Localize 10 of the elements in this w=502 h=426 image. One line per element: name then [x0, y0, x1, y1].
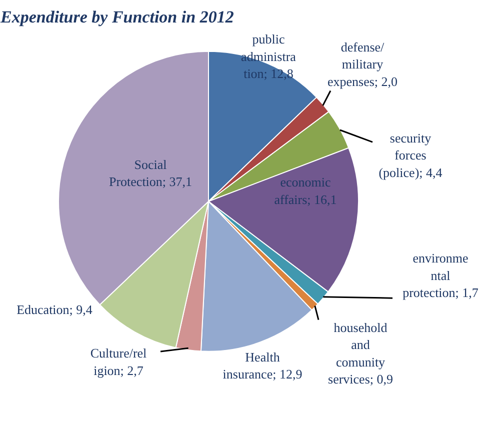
- slice-label: environmental protection; 1,7: [402, 250, 479, 300]
- slice-label: Education; 9,4: [16, 302, 93, 318]
- slice-label: security forces (police); 4,4: [378, 130, 443, 180]
- slice-label: defense/ military expenses; 2,0: [327, 39, 398, 89]
- slice-label: economic affairs; 16,1: [274, 174, 337, 207]
- slice-label: household and comunity services; 0,9: [328, 320, 393, 387]
- chart-title: Expenditure by Function in 2012: [0, 8, 234, 26]
- slice-label: Health insurance; 12,9: [222, 349, 302, 382]
- slice-label: Social Protection; 37,1: [108, 156, 192, 190]
- slice-label: Culture/religion; 2,7: [90, 346, 148, 378]
